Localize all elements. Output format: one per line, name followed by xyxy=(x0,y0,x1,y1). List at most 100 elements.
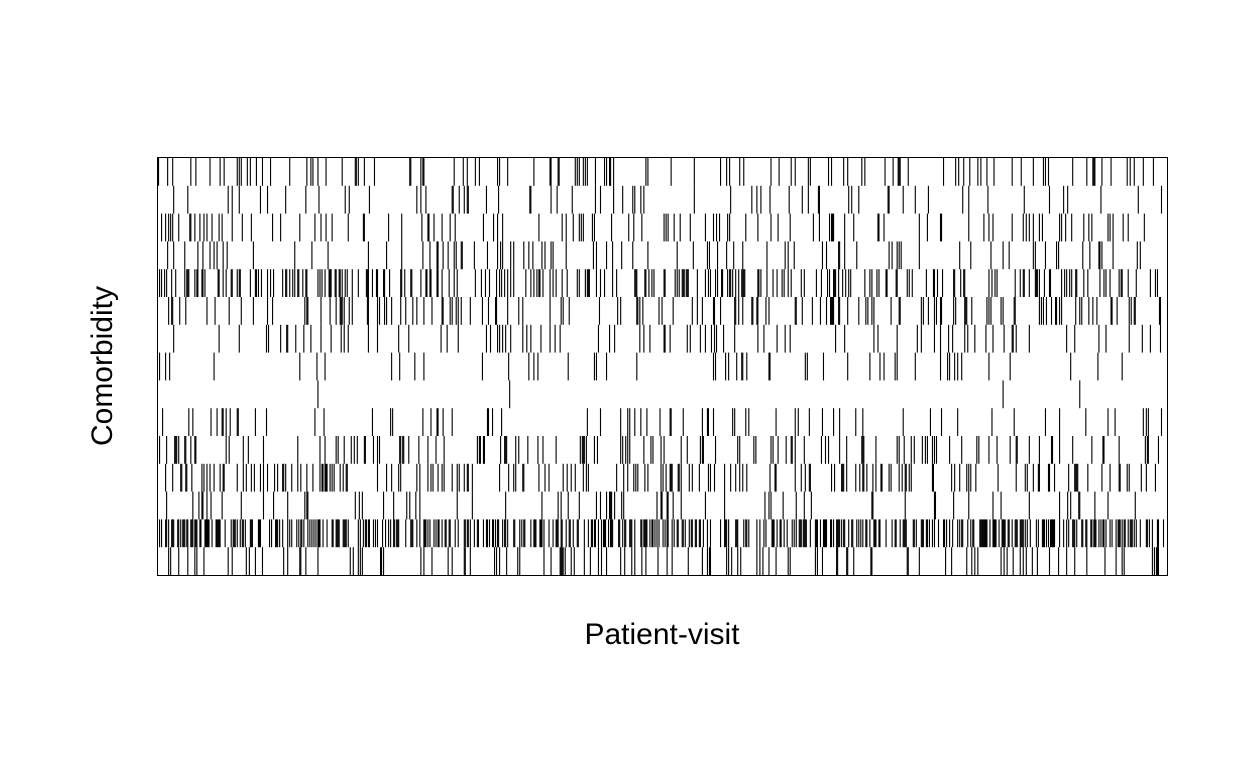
matrix-cell xyxy=(1086,158,1088,186)
matrix-cell xyxy=(1082,241,1084,270)
matrix-cell xyxy=(673,519,675,548)
matrix-cell xyxy=(259,185,262,214)
matrix-cell xyxy=(463,547,465,575)
matrix-cell xyxy=(742,269,744,297)
matrix-cell xyxy=(1067,185,1069,214)
matrix-cell xyxy=(298,269,300,297)
matrix-cell xyxy=(534,519,536,548)
matrix-cell xyxy=(746,519,748,548)
matrix-cell xyxy=(528,241,530,270)
matrix-cell xyxy=(550,547,552,575)
matrix-cell xyxy=(1131,519,1133,548)
matrix-cell xyxy=(419,519,421,548)
matrix-cell xyxy=(1024,463,1026,492)
matrix-cell xyxy=(552,269,554,297)
matrix-cell xyxy=(959,241,961,270)
matrix-cell xyxy=(612,269,614,297)
matrix-cell xyxy=(1021,519,1023,548)
matrix-cell xyxy=(902,519,904,548)
matrix-cell xyxy=(957,352,959,381)
matrix-cell xyxy=(541,491,543,520)
matrix-cell xyxy=(175,436,177,464)
matrix-cell xyxy=(167,241,169,270)
matrix-cell xyxy=(1139,519,1141,548)
matrix-cell xyxy=(833,297,835,325)
matrix-cell xyxy=(560,297,562,325)
matrix-cell xyxy=(992,213,994,242)
matrix-cell xyxy=(166,519,168,548)
matrix-cell xyxy=(881,463,883,492)
matrix-cell xyxy=(528,352,530,381)
matrix-cell xyxy=(498,519,500,548)
matrix-cell xyxy=(743,269,745,297)
matrix-cell xyxy=(166,436,168,464)
matrix-cell xyxy=(834,463,836,492)
matrix-cell xyxy=(1019,547,1021,575)
matrix-cell xyxy=(482,519,484,548)
matrix-cell xyxy=(820,436,823,464)
matrix-cell xyxy=(859,463,861,492)
matrix-cell xyxy=(709,463,712,492)
matrix-cell xyxy=(474,269,476,297)
matrix-cell xyxy=(688,463,690,492)
matrix-cell xyxy=(509,380,511,409)
matrix-cell xyxy=(280,324,282,353)
matrix-cell xyxy=(974,547,976,575)
matrix-cell xyxy=(337,436,339,464)
matrix-cell xyxy=(843,519,845,548)
matrix-cell xyxy=(795,491,797,520)
matrix-cell xyxy=(398,324,400,353)
matrix-cell xyxy=(633,213,635,242)
matrix-cell xyxy=(652,519,654,548)
matrix-cell xyxy=(175,269,177,297)
matrix-cell xyxy=(726,241,728,270)
matrix-cell xyxy=(756,519,758,548)
matrix-cell xyxy=(904,463,906,492)
matrix-cell xyxy=(190,436,192,464)
matrix-cell xyxy=(728,352,730,381)
matrix-cell xyxy=(357,269,359,297)
matrix-cell xyxy=(170,547,172,575)
matrix-cell xyxy=(772,269,774,297)
matrix-cell xyxy=(311,241,313,270)
matrix-cell xyxy=(206,213,208,242)
matrix-cell xyxy=(560,519,562,548)
matrix-cell xyxy=(165,352,167,381)
matrix-cell xyxy=(1022,213,1024,242)
matrix-cell xyxy=(939,213,942,242)
matrix-cell xyxy=(467,463,469,492)
matrix-cell xyxy=(720,297,722,325)
matrix-cell xyxy=(803,269,805,297)
matrix-cell xyxy=(202,491,204,520)
matrix-cell xyxy=(161,269,163,297)
matrix-cell xyxy=(877,213,879,242)
matrix-cell xyxy=(1012,547,1014,575)
matrix-cell xyxy=(1068,519,1070,548)
matrix-cell xyxy=(594,158,596,186)
matrix-cell xyxy=(583,436,585,464)
matrix-cell xyxy=(838,297,840,325)
matrix-cell xyxy=(550,185,552,214)
matrix-cell xyxy=(430,408,432,436)
matrix-cell xyxy=(729,269,731,297)
matrix-cell xyxy=(611,491,613,520)
matrix-cell xyxy=(335,297,337,325)
matrix-cell xyxy=(941,269,944,297)
matrix-cell xyxy=(992,519,994,548)
matrix-cell xyxy=(600,547,603,575)
matrix-cell xyxy=(643,324,645,353)
matrix-cell xyxy=(481,352,483,381)
matrix-cell xyxy=(213,463,215,492)
matrix-cell xyxy=(757,269,759,297)
matrix-cell xyxy=(891,241,893,270)
matrix-cell xyxy=(1044,408,1047,436)
matrix-cell xyxy=(670,463,672,492)
matrix-cell xyxy=(188,269,190,297)
matrix-cell xyxy=(1105,519,1107,548)
matrix-cell xyxy=(1028,269,1030,297)
matrix-cell xyxy=(795,297,797,325)
matrix-cell xyxy=(345,463,347,492)
matrix-cell xyxy=(951,463,953,492)
matrix-cell xyxy=(361,491,363,520)
matrix-cell xyxy=(781,269,783,297)
